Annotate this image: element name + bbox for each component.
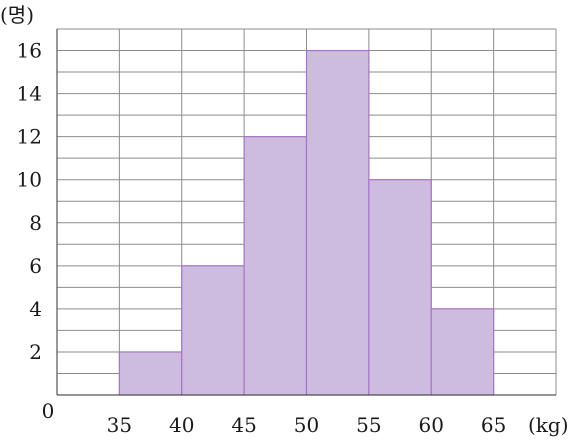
x-tick-label: 45 [231,413,256,437]
y-tick-label: 8 [29,211,42,235]
bar-5 [430,308,495,396]
y-tick-label: 4 [29,297,42,321]
bar-4 [368,179,432,396]
y-tick-label: 12 [17,125,42,149]
labels: (명) (kg) 0 2 4 6 8 10 12 14 16 35 40 45 50 55 60 65 [0,3,569,437]
x-tick-label: 40 [169,413,194,437]
x-tick-label: 50 [294,413,319,437]
axes [56,29,556,396]
x-tick-label: 60 [419,413,444,437]
bar-2 [243,136,308,396]
origin-label: 0 [42,399,55,423]
x-tick-label: 35 [107,413,132,437]
x-tick-label: 55 [356,413,381,437]
x-tick-label: 65 [481,413,506,437]
y-tick-label: 6 [29,254,42,278]
y-axis-unit-label: (명) [0,3,34,27]
bar-3 [305,49,370,396]
y-tick-label: 2 [29,340,42,364]
y-tick-label: 14 [17,82,42,106]
y-tick-label: 16 [17,39,42,63]
x-axis-unit-label: (kg) [528,413,569,437]
bar-0 [118,351,183,396]
y-tick-label: 10 [17,168,42,192]
bar-1 [181,265,245,396]
